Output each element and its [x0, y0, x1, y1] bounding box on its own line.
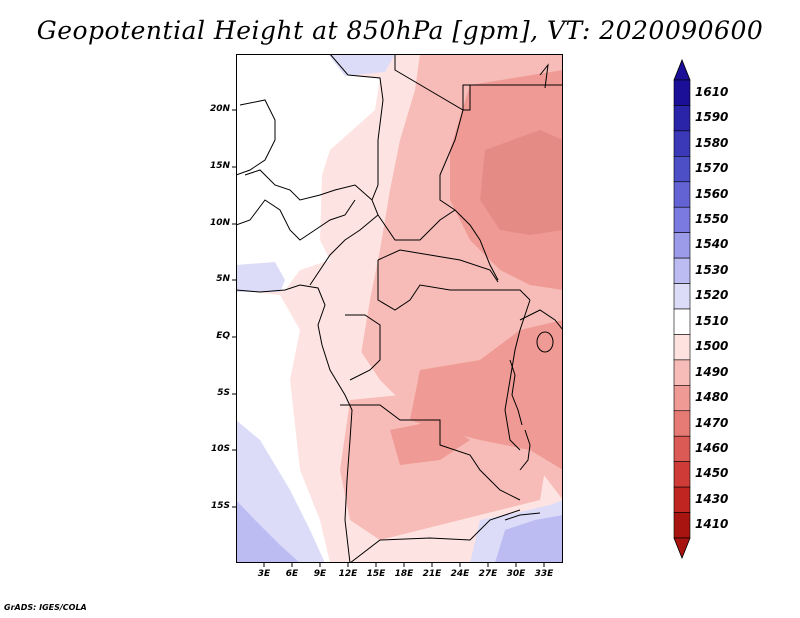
border-car-north	[377, 209, 456, 241]
field-1530-sw	[236, 500, 300, 563]
chart-title: Geopotential Height at 850hPa [gpm], VT:…	[36, 16, 764, 45]
border-car-south	[377, 249, 499, 283]
colorbar-segment	[673, 156, 691, 183]
border-mali	[236, 99, 276, 176]
colorbar-label: 1470	[695, 415, 729, 430]
lat-label: EQ	[216, 331, 230, 341]
border-congo	[345, 314, 381, 381]
colorbar-segment	[673, 79, 691, 106]
border-drc-north	[377, 260, 531, 311]
colorbar-segment	[673, 512, 691, 539]
colorbar-label: 1590	[695, 110, 729, 125]
lon-label: 24E	[450, 569, 470, 579]
map-panel	[232, 54, 563, 567]
lat-label: 5N	[216, 274, 230, 284]
lakes	[504, 331, 554, 521]
colorbar-label: 1610	[695, 84, 729, 99]
map-frame	[236, 54, 563, 563]
colorbar-label: 1490	[695, 364, 729, 379]
lat-label: 10S	[210, 444, 230, 454]
colorbar-segment	[673, 359, 691, 386]
colorbar-segment	[673, 486, 691, 513]
colorbar-label: 1430	[695, 491, 729, 506]
field-1530-se	[495, 515, 563, 563]
field-1520-gulf	[236, 262, 285, 292]
colorbar-segment	[673, 181, 691, 208]
coastline	[236, 284, 353, 563]
colorbar-label: 1530	[695, 262, 729, 277]
border-namibia-botswana	[349, 509, 521, 563]
colorbar-label: 1560	[695, 186, 729, 201]
lon-label: 3E	[257, 569, 271, 579]
lake-tanganyika	[509, 359, 523, 426]
lon-label: 30E	[506, 569, 526, 579]
border-libya-egypt	[394, 54, 563, 111]
colorbar-label: 1500	[695, 339, 729, 354]
height-field	[236, 54, 563, 563]
colorbar-label: 1540	[695, 237, 729, 252]
lon-label: 27E	[478, 569, 498, 579]
colorbar-label: 1580	[695, 135, 729, 150]
country-borders	[236, 54, 563, 563]
colorbar-segment	[673, 257, 691, 284]
colorbar-segment	[673, 410, 691, 437]
colorbar	[673, 58, 691, 560]
field-1480-east	[410, 320, 563, 470]
lake-kariba	[504, 512, 541, 521]
colorbar-segment	[673, 435, 691, 462]
lon-ticks	[263, 563, 545, 567]
colorbar-segment	[673, 283, 691, 310]
lat-label: 5S	[217, 388, 230, 398]
colorbar-segment	[673, 308, 691, 335]
field-1480-core	[480, 130, 563, 235]
border-uganda	[519, 309, 563, 331]
lon-label: 18E	[394, 569, 414, 579]
colorbar-bottom-arrow	[673, 537, 691, 560]
lon-label: 33E	[534, 569, 554, 579]
colorbar-label: 1550	[695, 211, 729, 226]
colorbar-label: 1510	[695, 313, 729, 328]
lat-label: 20N	[209, 104, 230, 114]
colorbar-segment	[673, 105, 691, 132]
border-sudan-north	[463, 85, 471, 111]
lat-label: 15N	[209, 161, 230, 171]
border-sahel	[244, 169, 373, 201]
border-angola-drc	[340, 404, 521, 501]
colorbar-label: 1520	[695, 288, 729, 303]
colorbar-label: 1570	[695, 161, 729, 176]
lat-label: 15S	[210, 501, 230, 511]
colorbar-segment	[673, 232, 691, 259]
colorbar-top-arrow	[673, 58, 691, 81]
colorbar-label: 1410	[695, 517, 729, 532]
field-1500-central	[320, 290, 370, 400]
lon-label: 6E	[285, 569, 299, 579]
lon-label: 21E	[422, 569, 442, 579]
border-red-sea	[539, 63, 549, 89]
colorbar-segment	[673, 461, 691, 488]
lake-victoria	[536, 331, 554, 353]
border-west-africa	[236, 199, 356, 241]
lon-label: 9E	[313, 569, 327, 579]
colorbar-segment	[673, 334, 691, 361]
lake-malawi	[519, 429, 531, 471]
border-drc-east	[504, 299, 531, 451]
lon-label: 15E	[366, 569, 386, 579]
colorbar-segment	[673, 130, 691, 157]
colorbar-label: 1460	[695, 440, 729, 455]
colorbar-label: 1450	[695, 466, 729, 481]
grads-credit: GrADS: IGES/COLA	[4, 603, 87, 612]
field-1480-south	[390, 420, 470, 465]
lat-label: 10N	[209, 218, 230, 228]
lat-ticks	[232, 109, 236, 508]
colorbar-segment	[673, 385, 691, 412]
colorbar-segment	[673, 206, 691, 233]
lon-label: 12E	[338, 569, 358, 579]
colorbar-label: 1480	[695, 390, 729, 405]
